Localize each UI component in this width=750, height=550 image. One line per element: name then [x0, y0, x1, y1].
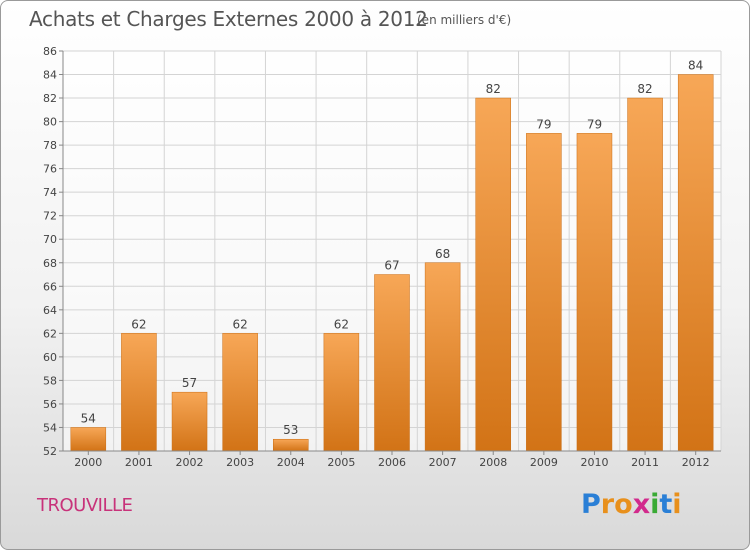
y-tick-label: 72: [43, 210, 57, 223]
bar: [70, 427, 107, 452]
data-label: 84: [688, 59, 703, 73]
y-tick-label: 84: [43, 69, 57, 82]
data-label: 57: [182, 376, 197, 390]
bar: [121, 333, 157, 452]
y-tick-label: 82: [43, 92, 57, 105]
x-tick-label: 2007: [429, 456, 457, 469]
y-tick-label: 80: [43, 116, 57, 129]
logo-letter: i: [672, 489, 682, 520]
data-label: 62: [334, 317, 349, 331]
y-tick-label: 66: [43, 280, 57, 293]
bar: [576, 133, 613, 452]
x-tick-label: 2001: [125, 456, 153, 469]
bar: [323, 333, 360, 452]
y-tick-label: 64: [43, 304, 57, 317]
bar: [475, 97, 511, 452]
data-label: 68: [435, 247, 450, 261]
commune-name: TROUVILLE: [37, 495, 133, 516]
chart-subtitle: (en milliers d'€): [417, 13, 512, 27]
logo-letter: i: [650, 489, 660, 520]
x-tick-label: 2012: [682, 456, 710, 469]
data-label: 79: [536, 117, 551, 131]
data-label: 82: [637, 82, 652, 96]
data-label: 54: [81, 411, 96, 425]
y-tick-label: 70: [43, 233, 57, 246]
y-tick-label: 78: [43, 139, 57, 152]
x-tick-label: 2006: [378, 456, 406, 469]
y-tick-label: 86: [43, 45, 57, 58]
logo-letter: t: [659, 489, 673, 520]
x-tick-label: 2008: [479, 456, 507, 469]
proxiti-logo: Proxiti: [581, 489, 682, 520]
x-tick-label: 2010: [580, 456, 608, 469]
x-tick-label: 2009: [530, 456, 558, 469]
y-tick-label: 52: [43, 445, 57, 458]
data-label: 67: [384, 259, 399, 273]
logo-letter: r: [600, 489, 615, 520]
bar: [374, 274, 410, 452]
y-tick-label: 56: [43, 398, 57, 411]
chart-title: Achats et Charges Externes 2000 à 2012: [29, 7, 428, 31]
data-label: 53: [283, 423, 298, 437]
bar: [273, 438, 309, 452]
bar: [171, 391, 208, 452]
x-tick-label: 2002: [176, 456, 204, 469]
bar: [222, 333, 258, 452]
data-label: 82: [486, 82, 501, 96]
x-tick-label: 2003: [226, 456, 254, 469]
y-tick-label: 74: [43, 186, 57, 199]
logo-letter: x: [632, 489, 651, 520]
bar: [424, 262, 461, 452]
data-label: 62: [233, 317, 248, 331]
bar: [526, 133, 562, 452]
x-tick-label: 2004: [277, 456, 305, 469]
y-tick-label: 60: [43, 351, 57, 364]
logo-letter: P: [581, 489, 601, 520]
bar: [677, 74, 714, 452]
logo-letter: o: [614, 489, 633, 520]
x-tick-label: 2011: [631, 456, 659, 469]
data-label: 62: [131, 317, 146, 331]
bar: [627, 97, 663, 452]
x-tick-label: 2000: [74, 456, 102, 469]
y-tick-label: 62: [43, 327, 57, 340]
y-tick-label: 68: [43, 257, 57, 270]
data-label: 79: [587, 117, 602, 131]
y-tick-label: 58: [43, 374, 57, 387]
y-tick-label: 54: [43, 421, 57, 434]
x-tick-label: 2005: [327, 456, 355, 469]
y-tick-label: 76: [43, 163, 57, 176]
